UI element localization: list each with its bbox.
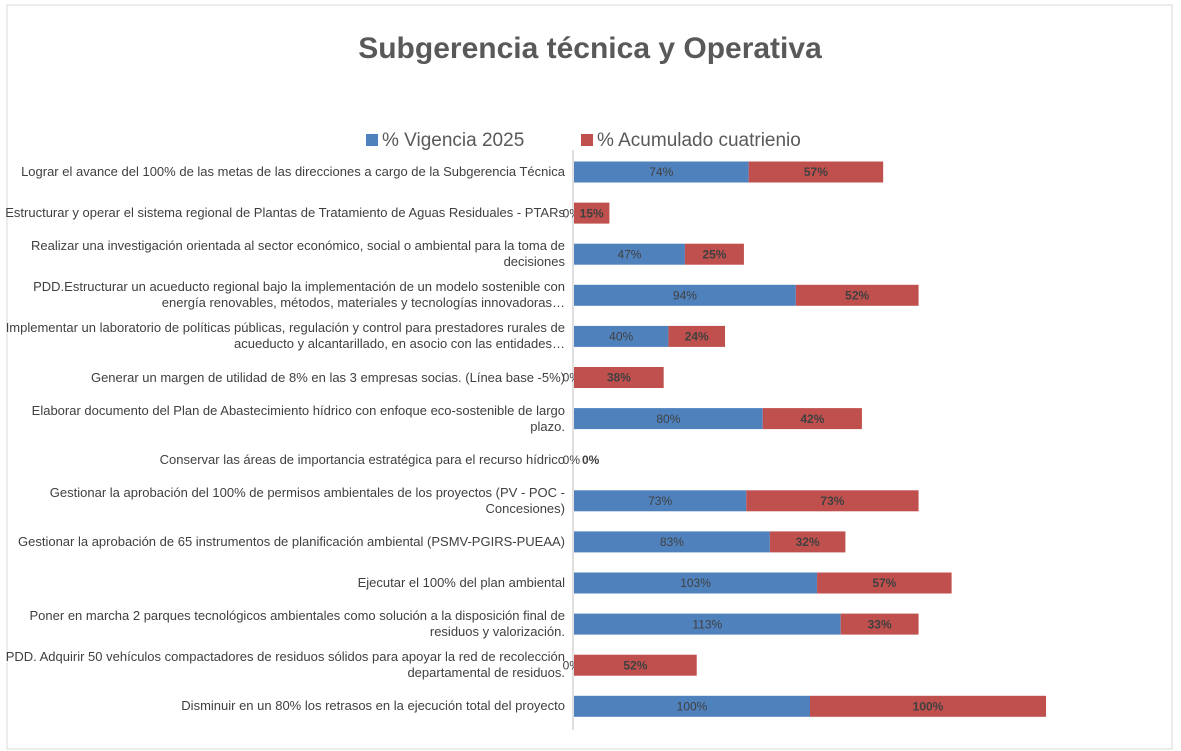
category-label: Implementar un laboratorio de políticas … [5, 320, 565, 352]
category-label: Gestionar la aprobación del 100% de perm… [49, 484, 565, 516]
bar-segment [574, 490, 747, 512]
value-label: 73% [648, 494, 672, 508]
bar-segment [795, 284, 919, 306]
bar-segment [574, 202, 610, 224]
value-label: 94% [673, 288, 697, 302]
category-label: PDD.Estructurar un acueducto regional ba… [33, 279, 565, 311]
bar-segment [748, 161, 884, 183]
value-label: 40% [609, 330, 633, 344]
bar-segment [574, 161, 749, 183]
category-label: PDD. Adquirir 50 vehículos compactadores… [5, 649, 565, 681]
legend-label: % Vigencia 2025 [382, 130, 524, 151]
legend-label: % Acumulado cuatrienio [597, 130, 801, 151]
value-label: 57% [804, 165, 828, 179]
bar-segment [840, 613, 919, 635]
category-label: Realizar una investigación orientada al … [30, 238, 565, 270]
value-label: 0% [563, 453, 581, 467]
bar-segment [574, 367, 664, 388]
bar-segment [684, 243, 744, 265]
value-label: 100% [913, 699, 944, 713]
bar-segment [810, 695, 1046, 717]
category-label: Estructurar y operar el sistema regional… [5, 205, 565, 221]
chart-frame [6, 4, 1173, 750]
value-label: 15% [580, 206, 604, 220]
bar-segment [769, 531, 846, 553]
legend-swatch [581, 134, 593, 146]
value-label: 52% [845, 288, 869, 302]
category-label: Generar un margen de utilidad de 8% en l… [90, 369, 565, 385]
bar-segment [746, 490, 919, 512]
legend-swatch [366, 134, 378, 146]
category-label: Conservar las áreas de importancia estra… [159, 451, 565, 467]
value-label: 80% [656, 412, 680, 426]
category-label: Ejecutar el 100% del plan ambiental [357, 575, 565, 590]
value-label: 38% [607, 371, 631, 385]
value-label: 73% [820, 494, 844, 508]
value-label: 83% [660, 535, 684, 549]
chart-title: Subgerencia técnica y Operativa [358, 32, 822, 65]
category-label: Elaborar documento del Plan de Abastecim… [31, 402, 565, 434]
bar-segment [817, 572, 952, 594]
value-label: 32% [796, 535, 820, 549]
bar-segment [668, 325, 726, 347]
bar-segment [574, 284, 796, 306]
value-label: 52% [623, 658, 647, 672]
bar-segment [574, 572, 818, 594]
value-label: 47% [617, 247, 641, 261]
category-label: Lograr el avance del 100% de las metas d… [21, 164, 565, 179]
category-label: Poner en marcha 2 parques tecnológicos a… [29, 608, 565, 640]
bar-segment [574, 325, 669, 347]
bar-segment [762, 408, 862, 430]
bar-segment [574, 531, 770, 553]
category-label: Disminuir en un 80% los retrasos en la e… [181, 698, 565, 714]
bar-segment [574, 243, 685, 265]
value-label: 113% [692, 617, 722, 631]
value-label: 0% [582, 453, 600, 467]
value-label: 33% [868, 617, 892, 631]
value-label: 100% [677, 699, 708, 713]
bar-segment [574, 654, 697, 676]
value-label: 42% [800, 412, 824, 426]
value-label: 25% [702, 247, 726, 261]
bar-segment [574, 613, 841, 635]
value-label: 74% [649, 165, 673, 179]
value-label: 103% [680, 576, 711, 590]
bar-segment [574, 408, 763, 430]
value-label: 57% [872, 576, 896, 590]
value-label: 24% [685, 330, 709, 344]
category-label: Gestionar la aprobación de 65 instrument… [18, 533, 565, 549]
bar-segment [574, 695, 810, 717]
